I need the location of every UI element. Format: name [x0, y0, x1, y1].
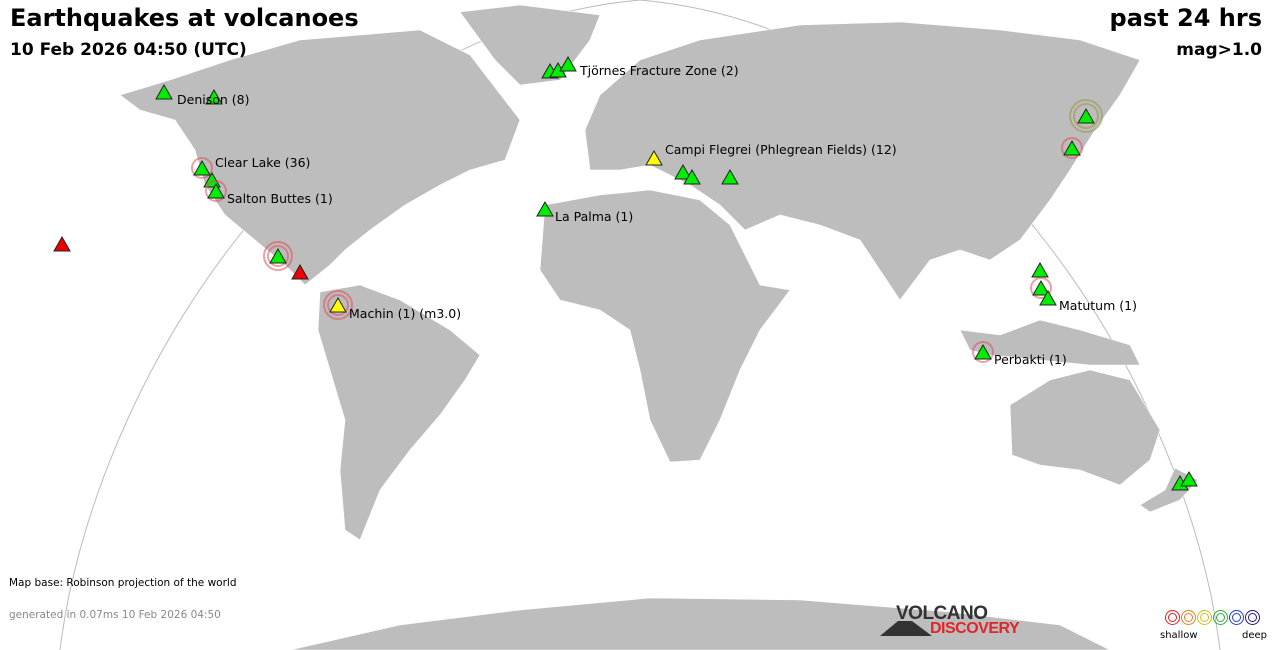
volcano-triangle-icon — [291, 264, 309, 280]
quake-ring — [972, 341, 994, 363]
africa — [539, 189, 791, 463]
magnitude-filter: mag>1.0 — [1176, 40, 1262, 60]
legend-deep: deep — [1242, 630, 1267, 641]
antarctica — [289, 597, 1111, 650]
page-title: Earthquakes at volcanoes — [10, 4, 359, 32]
label-perbakti[interactable]: Perbakti (1) — [994, 352, 1067, 367]
volcano-triangle-icon — [683, 169, 701, 185]
new-zealand — [1139, 467, 1199, 513]
volcano-triangle-icon — [1063, 140, 1081, 156]
label-clear-lake[interactable]: Clear Lake (36) — [215, 155, 311, 170]
label-salton-buttes[interactable]: Salton Buttes (1) — [227, 191, 333, 206]
depth-legend-circle — [1181, 610, 1196, 625]
volcano-triangle-icon — [645, 150, 663, 166]
volcano-triangle-icon — [1039, 290, 1057, 306]
depth-legend: shallow deep — [1160, 610, 1270, 646]
quake-ring — [267, 245, 289, 267]
depth-legend-circle — [1245, 610, 1260, 625]
label-campi-flegrei[interactable]: Campi Flegrei (Phlegrean Fields) (12) — [665, 142, 897, 157]
australia — [1009, 369, 1161, 486]
map-base-note: Map base: Robinson projection of the wor… — [9, 577, 237, 589]
quake-ring — [1069, 99, 1103, 133]
land-masses — [119, 4, 1199, 650]
quake-ring — [1073, 103, 1099, 129]
depth-legend-circle — [1213, 610, 1228, 625]
volcano-triangle-icon — [1077, 108, 1095, 124]
quake-ring — [323, 290, 353, 320]
generated-note: generated in 0.07ms 10 Feb 2026 04:50 — [9, 609, 221, 621]
quake-ring — [327, 294, 349, 316]
label-tjornes[interactable]: Tjörnes Fracture Zone (2) — [580, 63, 739, 78]
quake-ring — [1061, 137, 1083, 159]
volcano-triangle-icon — [536, 201, 554, 217]
volcano-logo-icon — [880, 621, 932, 636]
volcano-triangle-icon — [674, 164, 692, 180]
depth-legend-circle — [1165, 610, 1180, 625]
quake-ring — [205, 180, 227, 202]
volcano-discovery-logo[interactable]: VOLCANO DISCOVERY — [880, 603, 1030, 639]
volcano-triangle-icon — [53, 236, 71, 252]
volcano-triangle-icon — [205, 89, 223, 105]
logo-line2: DISCOVERY — [930, 620, 1020, 637]
eurasia — [584, 21, 1141, 301]
map-outline — [59, 0, 1221, 650]
south-america — [317, 284, 481, 541]
legend-shallow: shallow — [1160, 630, 1198, 641]
depth-legend-circle — [1197, 610, 1212, 625]
volcano-triangle-icon — [1032, 280, 1050, 296]
label-machin[interactable]: Machin (1) (m3.0) — [349, 306, 462, 321]
volcano-triangle-icon — [559, 56, 577, 72]
depth-legend-circle — [1229, 610, 1244, 625]
label-denison[interactable]: Denison (8) — [177, 92, 250, 107]
volcano-triangle-icon — [329, 297, 347, 313]
label-la-palma[interactable]: La Palma (1) — [555, 209, 634, 224]
volcano-triangle-icon — [193, 160, 211, 176]
volcano-triangle-icon — [974, 344, 992, 360]
quake-ring — [263, 241, 293, 271]
north-america — [119, 29, 521, 286]
volcano-triangle-icon — [1031, 262, 1049, 278]
label-matutum[interactable]: Matutum (1) — [1059, 298, 1137, 313]
time-period: past 24 hrs — [1109, 4, 1262, 32]
volcano-triangle-icon — [269, 248, 287, 264]
logo-line1: VOLCANO — [896, 603, 988, 624]
volcano-triangle-icon — [155, 84, 173, 100]
volcano-triangle-icon — [721, 169, 739, 185]
date-time: 10 Feb 2026 04:50 (UTC) — [10, 40, 247, 60]
quake-ring — [191, 157, 213, 179]
quake-ring — [1030, 277, 1052, 299]
volcano-triangle-icon — [1180, 471, 1198, 487]
volcano-triangle-icon — [207, 183, 225, 199]
